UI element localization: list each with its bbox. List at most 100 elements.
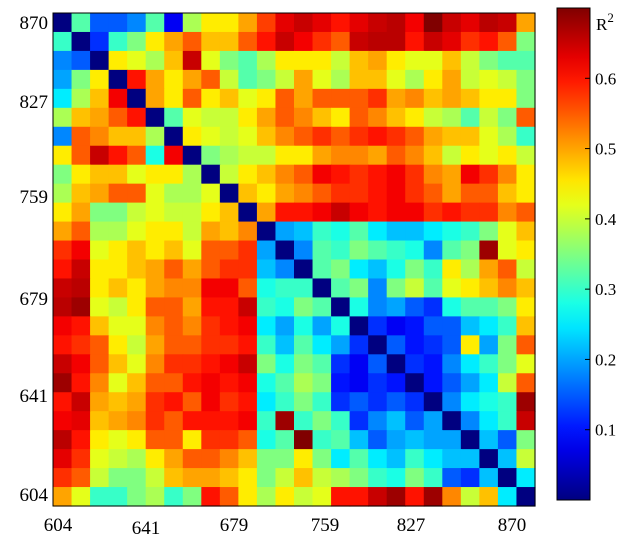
heatmap-cell	[368, 202, 388, 223]
heatmap-cell	[349, 69, 369, 90]
heatmap-cell	[331, 164, 351, 185]
heatmap-cell	[442, 354, 462, 374]
heatmap-cell	[497, 183, 518, 204]
heatmap-cell	[164, 107, 184, 128]
heatmap-cell	[368, 183, 388, 204]
heatmap-cell	[53, 221, 73, 242]
heatmap-cell	[53, 31, 73, 52]
heatmap-cell	[108, 240, 128, 261]
heatmap-cell	[108, 202, 128, 223]
heatmap-cell	[108, 145, 128, 166]
heatmap-cell	[386, 278, 406, 299]
heatmap-cell	[90, 107, 110, 128]
heatmap-cell	[331, 145, 351, 166]
colorbar-tick-label: 0.6	[595, 69, 616, 88]
heatmap-cell	[127, 164, 147, 185]
heatmap-cell	[275, 202, 295, 223]
heatmap-cell	[275, 430, 295, 450]
heatmap-cell	[312, 354, 332, 374]
heatmap-cell	[312, 297, 332, 317]
y-tick-label: 827	[20, 92, 49, 113]
heatmap-cell	[201, 411, 221, 431]
heatmap-cell	[182, 145, 202, 166]
heatmap-cell	[127, 31, 147, 52]
heatmap-cell	[127, 278, 147, 299]
heatmap-cell	[108, 221, 128, 242]
heatmap-cell	[516, 430, 536, 450]
y-tick-label: 759	[20, 187, 49, 208]
heatmap-cell	[164, 202, 184, 223]
heatmap-cell	[275, 88, 295, 109]
heatmap-cell	[349, 430, 369, 450]
heatmap-cell	[460, 373, 480, 393]
heatmap-cell	[53, 354, 73, 374]
heatmap-cell	[460, 50, 480, 71]
heatmap-cell	[275, 468, 295, 488]
heatmap-cell	[71, 31, 91, 52]
heatmap-cell	[442, 392, 462, 412]
heatmap-cell	[368, 278, 388, 299]
heatmap-cell	[349, 221, 369, 242]
heatmap-cell	[108, 468, 128, 488]
heatmap-cell	[90, 373, 110, 393]
heatmap-cell	[90, 88, 110, 109]
heatmap-cell	[201, 126, 221, 147]
heatmap-cell	[164, 449, 184, 469]
heatmap-cell	[442, 259, 462, 280]
heatmap-cell	[182, 88, 202, 109]
heatmap-cell	[182, 335, 202, 355]
heatmap-cell	[201, 107, 221, 128]
heatmap-cell	[442, 202, 462, 223]
heatmap-cell	[294, 259, 314, 280]
heatmap-cell	[294, 354, 314, 374]
heatmap-cell	[460, 145, 480, 166]
heatmap-cell	[405, 240, 425, 261]
heatmap-cell	[164, 164, 184, 185]
heatmap-cell	[497, 392, 518, 412]
heatmap-cell	[145, 278, 165, 299]
heatmap-cell	[312, 69, 332, 90]
heatmap-cell	[386, 468, 406, 488]
heatmap-cell	[108, 50, 128, 71]
heatmap-cell	[127, 354, 147, 374]
heatmap-cell	[479, 240, 499, 261]
heatmap-cell	[145, 468, 165, 488]
heatmap-cell	[182, 221, 202, 242]
heatmap-cell	[349, 411, 369, 431]
heatmap-cell	[90, 335, 110, 355]
heatmap-cell	[386, 316, 406, 336]
heatmap-cell	[108, 354, 128, 374]
heatmap-cell	[219, 430, 239, 450]
heatmap-cell	[201, 13, 221, 33]
heatmap-cell	[423, 430, 443, 450]
heatmap-cell	[368, 31, 388, 52]
heatmap-cell	[386, 50, 406, 71]
heatmap-cell	[405, 411, 425, 431]
heatmap-cell	[201, 88, 221, 109]
x-tick-label: 604	[44, 515, 73, 536]
heatmap-cell	[182, 373, 202, 393]
heatmap-cell	[405, 297, 425, 317]
heatmap-cell	[164, 316, 184, 336]
heatmap-cell	[201, 316, 221, 336]
heatmap-cell	[331, 107, 351, 128]
heatmap-cell	[460, 126, 480, 147]
heatmap-cell	[386, 13, 406, 33]
colorbar-tick-label: 0.4	[595, 210, 617, 229]
heatmap-cell	[368, 69, 388, 90]
heatmap-cell	[238, 31, 258, 52]
heatmap-cell	[386, 335, 406, 355]
heatmap-cell	[312, 259, 332, 280]
heatmap-cell	[516, 164, 536, 185]
colorbar-tick-label: 0.1	[595, 421, 616, 440]
heatmap-cell	[145, 392, 165, 412]
heatmap-cell	[164, 468, 184, 488]
heatmap-cell	[108, 449, 128, 469]
heatmap-cell	[53, 164, 73, 185]
heatmap-cell	[127, 411, 147, 431]
heatmap-cell	[294, 69, 314, 90]
heatmap-cell	[127, 88, 147, 109]
heatmap-cell	[442, 13, 462, 33]
heatmap-cell	[90, 278, 110, 299]
heatmap-cell	[127, 259, 147, 280]
